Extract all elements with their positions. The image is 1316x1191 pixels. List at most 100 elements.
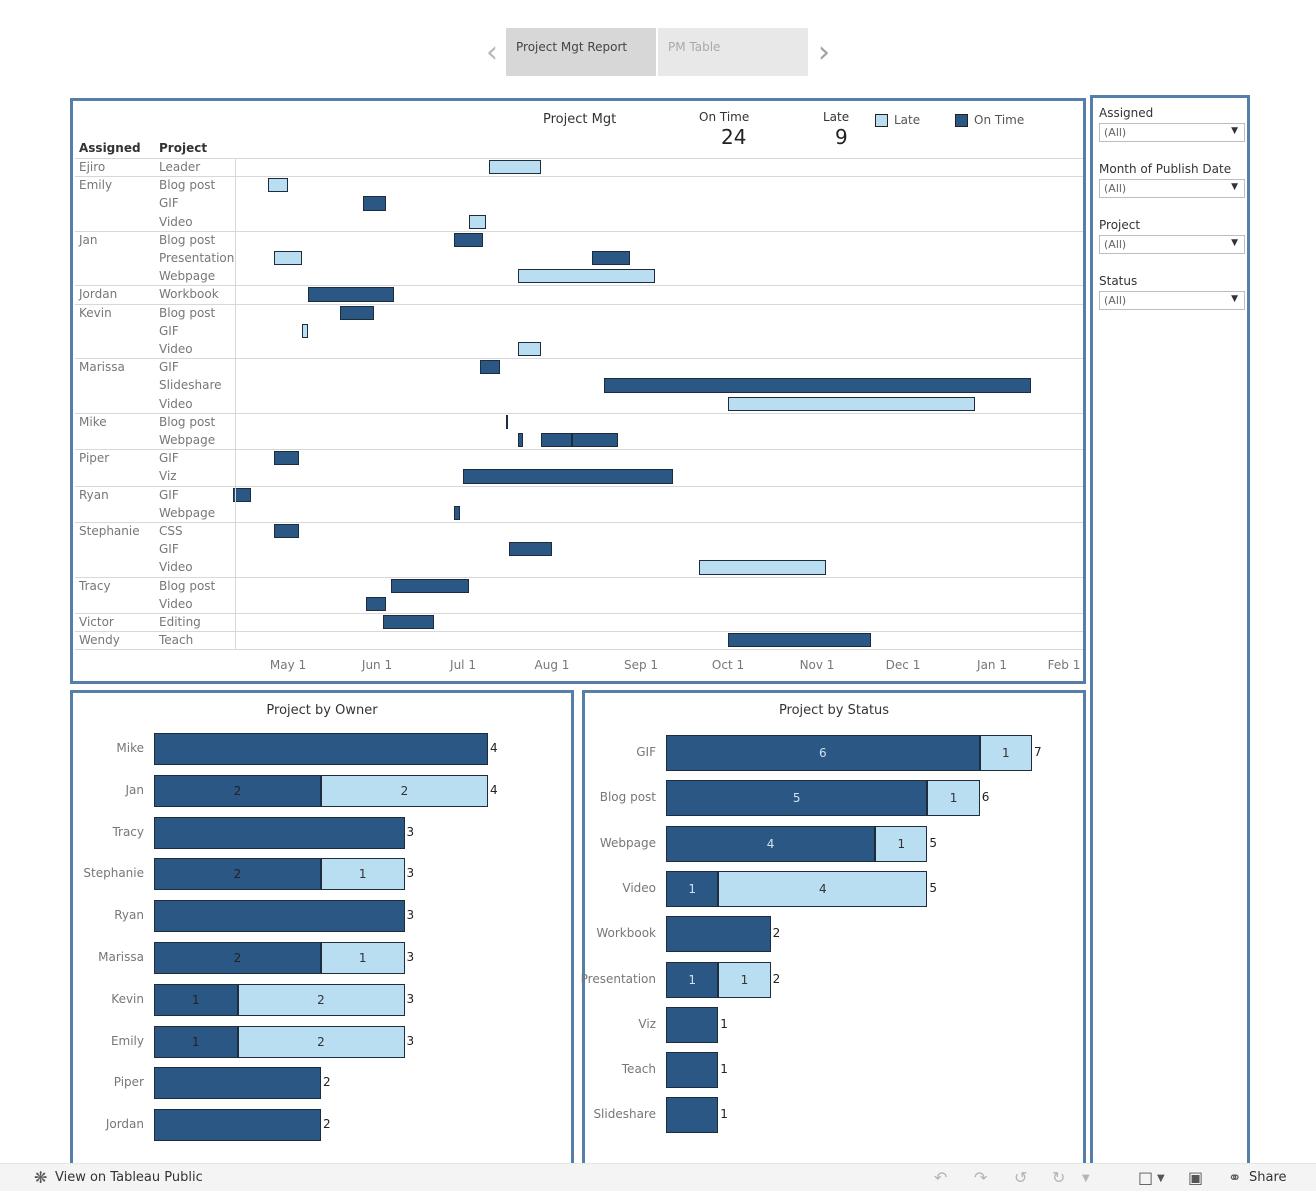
gantt-bar-mike-webpage[interactable] (540, 433, 573, 448)
share-button[interactable]: Share (1249, 1170, 1287, 1185)
bar-late-gif[interactable]: 1 (979, 735, 1032, 771)
category-label-marissa: Marissa (98, 950, 144, 964)
gantt-bar-mike-webpage[interactable] (517, 433, 524, 448)
bar-total-webpage: 5 (929, 835, 938, 850)
bar-late-stephanie[interactable]: 1 (321, 858, 405, 891)
comment-dropdown-icon[interactable]: ▼ (1157, 1173, 1165, 1184)
assigned-label-jordan: Jordan (79, 287, 118, 302)
bar-late-blog-post[interactable]: 1 (927, 780, 980, 817)
gantt-bar-wendy-teach[interactable] (728, 633, 872, 648)
bar-late-emily[interactable]: 2 (237, 1025, 405, 1058)
story-tab-pm-table[interactable]: PM Table (658, 28, 808, 76)
bar-on-time-jordan[interactable] (154, 1109, 321, 1142)
bar-total-jordan: 2 (323, 1117, 331, 1132)
gantt-bar-jan-webpage[interactable] (517, 269, 656, 284)
redo-icon[interactable]: ↷ (974, 1168, 988, 1187)
gantt-bar-kevin-gif[interactable] (302, 323, 309, 338)
gantt-bar-jan-presentation[interactable] (273, 251, 303, 266)
bar-on-time-gif[interactable]: 6 (666, 735, 980, 771)
bar-on-time-ryan[interactable] (154, 900, 405, 933)
undo-icon[interactable]: ↶ (934, 1168, 948, 1187)
category-label-jan: Jan (125, 782, 145, 797)
category-label-gif: GIF (636, 745, 656, 759)
gantt-bar-emily-video[interactable] (468, 214, 486, 229)
gantt-panel: Project Mgt On Time 24 Late 9 Late On Ti… (70, 98, 1086, 684)
bar-on-time-jan[interactable]: 2 (154, 774, 321, 807)
share-icon[interactable]: ⚭ (1228, 1168, 1242, 1187)
dropdown-caret-icon[interactable]: ▼ (1082, 1173, 1090, 1184)
filter-select-project[interactable]: (All) ▼ (1099, 235, 1245, 254)
gantt-bar-piper-gif[interactable] (273, 451, 300, 466)
gantt-bar-stephanie-gif[interactable] (508, 542, 552, 557)
gantt-bar-marissa-slideshare[interactable] (603, 378, 1032, 393)
gantt-bar-emily-gif[interactable] (362, 196, 386, 211)
gantt-bar-ryan-webpage[interactable] (454, 505, 461, 520)
category-label-jordan: Jordan (105, 1117, 144, 1132)
bar-late-kevin[interactable]: 2 (237, 983, 405, 1016)
gantt-bar-jan-presentation[interactable] (592, 251, 630, 266)
gantt-bar-stephanie-css[interactable] (273, 524, 300, 539)
chevron-right-icon[interactable]: › (818, 34, 830, 70)
gantt-bar-jordan-workbook[interactable] (308, 287, 395, 302)
gantt-bar-stephanie-video[interactable] (699, 560, 826, 575)
bar-on-time-stephanie[interactable]: 2 (154, 858, 321, 891)
bar-on-time-slideshare[interactable] (666, 1097, 719, 1134)
bar-late-presentation[interactable]: 1 (718, 961, 771, 998)
gantt-bar-marissa-video[interactable] (728, 396, 975, 411)
bar-on-time-blog-post[interactable]: 5 (666, 780, 928, 817)
bar-on-time-piper[interactable] (154, 1067, 321, 1100)
group-divider (75, 176, 1083, 178)
filter-select-assigned[interactable]: (All) ▼ (1099, 123, 1245, 142)
gantt-bar-tracy-video[interactable] (365, 596, 386, 611)
bar-on-time-kevin[interactable]: 1 (154, 983, 238, 1016)
gantt-bar-victor-editing[interactable] (382, 615, 435, 630)
bar-on-time-presentation[interactable]: 1 (666, 961, 719, 998)
category-label-slideshare: Slideshare (593, 1107, 656, 1122)
gantt-bar-kevin-video[interactable] (517, 342, 541, 357)
project-label: GIF (159, 542, 179, 557)
comment-icon[interactable]: □ (1138, 1168, 1154, 1187)
caret-down-icon: ▼ (1231, 126, 1238, 136)
bar-on-time-marissa[interactable]: 2 (154, 942, 321, 974)
gantt-bar-tracy-blog-post[interactable] (391, 578, 469, 593)
gantt-bar-mike-blog-post[interactable] (506, 414, 509, 429)
legend-item-late[interactable]: Late (875, 113, 920, 127)
filter-status: Status (All) ▼ (1099, 274, 1245, 310)
bar-total-marissa: 3 (406, 950, 415, 964)
project-label: Workbook (159, 287, 219, 302)
chevron-left-icon[interactable]: ‹ (486, 34, 498, 70)
bar-late-marissa[interactable]: 1 (321, 942, 405, 974)
bar-on-time-mike[interactable] (154, 733, 488, 765)
assigned-label-marissa: Marissa (79, 360, 125, 375)
refresh-icon[interactable]: ↻ (1052, 1168, 1066, 1187)
gantt-bar-jan-blog-post[interactable] (454, 232, 484, 247)
x-axis-tick: Sep 1 (623, 658, 659, 673)
bar-on-time-tracy[interactable] (154, 816, 405, 849)
legend-item-on-time[interactable]: On Time (955, 113, 1024, 127)
filter-select-month[interactable]: (All) ▼ (1099, 179, 1245, 198)
gantt-bar-marissa-gif[interactable] (480, 360, 501, 375)
view-on-tableau-public-link[interactable]: View on Tableau Public (55, 1170, 203, 1185)
bar-late-video[interactable]: 4 (718, 870, 928, 907)
gantt-bar-kevin-blog-post[interactable] (339, 305, 375, 320)
gantt-bar-ryan-gif[interactable] (233, 487, 251, 502)
fullscreen-icon[interactable]: ▣ (1188, 1168, 1204, 1187)
bar-on-time-teach[interactable] (666, 1052, 719, 1089)
gantt-bar-piper-viz[interactable] (463, 469, 673, 484)
column-header-assigned: Assigned (79, 141, 141, 155)
bar-late-jan[interactable]: 2 (321, 774, 488, 807)
project-label: Webpage (159, 269, 216, 284)
gantt-bar-mike-webpage[interactable] (572, 433, 619, 448)
bar-on-time-emily[interactable]: 1 (154, 1025, 238, 1058)
bar-total-video: 5 (929, 880, 938, 895)
revert-icon[interactable]: ↺ (1014, 1168, 1028, 1187)
bar-on-time-workbook[interactable] (666, 916, 771, 953)
gantt-bar-emily-blog-post[interactable] (267, 178, 288, 193)
bar-on-time-viz[interactable] (666, 1006, 719, 1043)
story-tab-project-mgt-report[interactable]: Project Mgt Report (506, 28, 656, 76)
gantt-bar-ejiro-leader[interactable] (488, 160, 541, 175)
bar-late-webpage[interactable]: 1 (875, 825, 928, 862)
bar-on-time-webpage[interactable]: 4 (666, 825, 876, 862)
filter-select-status[interactable]: (All) ▼ (1099, 291, 1245, 310)
bar-on-time-video[interactable]: 1 (666, 870, 719, 907)
